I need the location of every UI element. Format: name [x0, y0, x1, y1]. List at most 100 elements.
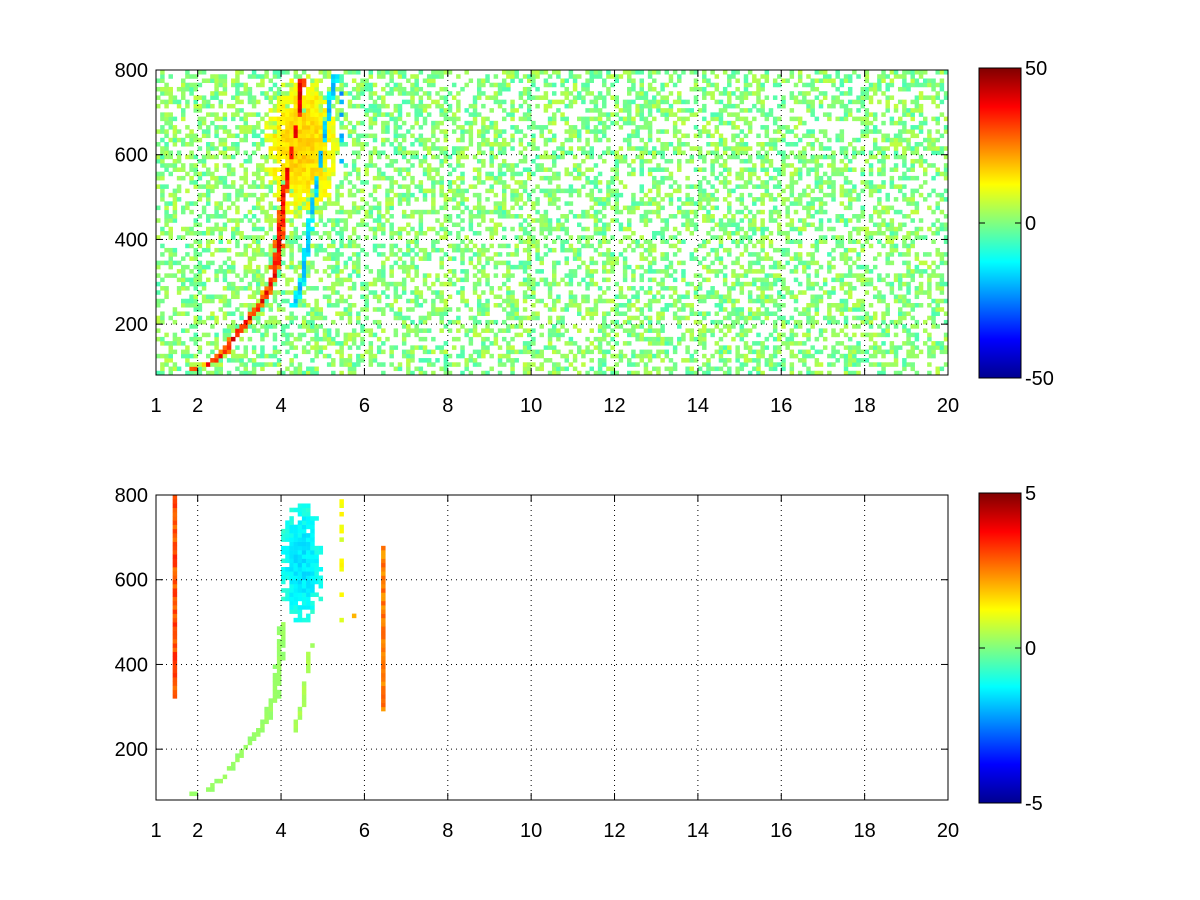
heatmap-cell	[735, 349, 740, 355]
heatmap-cell	[343, 163, 349, 168]
heatmap-cell	[185, 103, 190, 109]
heatmap-cell	[251, 269, 257, 274]
heatmap-cell	[218, 298, 223, 304]
heatmap-cell	[393, 366, 399, 372]
heatmap-cell	[710, 247, 715, 253]
heatmap-cell	[347, 129, 353, 134]
heatmap-cell	[735, 277, 740, 283]
heatmap-cell	[260, 74, 265, 79]
heatmap-cell	[168, 154, 173, 160]
heatmap-cell	[447, 307, 453, 312]
heatmap-cell	[251, 226, 257, 232]
heatmap-cell	[647, 277, 653, 283]
heatmap-cell	[472, 230, 478, 236]
heatmap-cell	[497, 345, 503, 350]
heatmap-cell	[156, 264, 161, 270]
heatmap-cell	[497, 171, 503, 177]
heatmap-cell	[272, 218, 278, 223]
heatmap-cell	[693, 99, 699, 105]
heatmap-cell	[297, 99, 303, 105]
heatmap-cell	[356, 273, 361, 278]
heatmap-cell	[356, 358, 361, 363]
heatmap-cell	[526, 315, 532, 321]
heatmap-cell	[677, 188, 682, 194]
heatmap-cell	[410, 103, 415, 109]
heatmap-cell	[293, 294, 299, 300]
heatmap-cell	[247, 281, 253, 287]
heatmap-cell	[660, 358, 665, 363]
heatmap-cell	[401, 252, 407, 257]
heatmap-cell	[281, 116, 286, 122]
heatmap-cell	[547, 82, 553, 88]
heatmap-cell	[331, 341, 336, 346]
heatmap-cell	[206, 129, 211, 134]
heatmap-cell	[610, 150, 615, 156]
heatmap-cell	[347, 103, 353, 109]
heatmap-cell	[243, 167, 249, 172]
heatmap-cell	[501, 243, 507, 249]
heatmap-cell	[197, 260, 203, 266]
heatmap-cell	[326, 137, 332, 143]
heatmap-cell	[339, 349, 344, 355]
heatmap-cell	[414, 86, 419, 92]
heatmap-cell	[702, 95, 707, 100]
heatmap-cell	[260, 91, 265, 96]
heatmap-cell	[322, 184, 328, 189]
heatmap-cell	[539, 256, 544, 261]
heatmap-cell	[218, 180, 223, 185]
heatmap-cell	[702, 332, 707, 338]
heatmap-cell	[160, 158, 165, 164]
heatmap-cell	[622, 154, 628, 160]
heatmap-cell	[260, 116, 265, 122]
heatmap-cell	[722, 298, 728, 304]
heatmap-cell	[547, 197, 553, 202]
heatmap-cell	[314, 95, 319, 100]
heatmap-cell	[547, 370, 553, 376]
heatmap-cell	[677, 146, 682, 151]
heatmap-cell	[589, 91, 594, 96]
heatmap-cell	[426, 315, 432, 321]
heatmap-cell	[747, 192, 753, 198]
heatmap-cell	[426, 95, 432, 100]
heatmap-cell	[743, 180, 749, 185]
heatmap-cell	[422, 91, 428, 96]
heatmap-cell	[376, 70, 382, 75]
heatmap-cell	[164, 362, 169, 367]
heatmap-cell	[156, 142, 161, 147]
heatmap-cell	[376, 252, 382, 257]
heatmap-cell	[406, 328, 411, 333]
heatmap-cell	[443, 218, 449, 223]
heatmap-cell	[193, 218, 198, 223]
heatmap-cell	[706, 82, 711, 88]
heatmap-cell	[560, 99, 565, 105]
heatmap-cell	[510, 108, 515, 113]
heatmap-cell	[268, 137, 274, 143]
heatmap-cell	[589, 366, 594, 372]
heatmap-cell	[381, 328, 386, 333]
heatmap-cell	[318, 78, 324, 84]
heatmap-cell	[368, 154, 374, 160]
heatmap-cell	[514, 197, 519, 202]
heatmap-cell	[472, 116, 478, 122]
heatmap-cell	[285, 315, 290, 321]
heatmap-cell	[360, 188, 365, 194]
heatmap-cell	[577, 129, 582, 134]
heatmap-cell	[614, 370, 619, 376]
heatmap-cell	[710, 353, 715, 359]
heatmap-cell	[276, 362, 282, 367]
heatmap-cell	[489, 218, 494, 223]
heatmap-cell	[476, 332, 482, 338]
heatmap-cell	[331, 218, 336, 223]
heatmap-cell	[627, 328, 632, 333]
heatmap-cell	[597, 349, 603, 355]
heatmap-cell	[501, 137, 507, 143]
heatmap-cell	[577, 235, 582, 240]
heatmap-cell	[735, 366, 740, 372]
heatmap-cell	[702, 116, 707, 122]
heatmap-cell	[743, 205, 749, 211]
heatmap-cell	[339, 99, 344, 105]
heatmap-cell	[485, 197, 490, 202]
heatmap-cell	[577, 116, 582, 122]
heatmap-cell	[735, 171, 740, 177]
heatmap-cell	[414, 154, 419, 160]
